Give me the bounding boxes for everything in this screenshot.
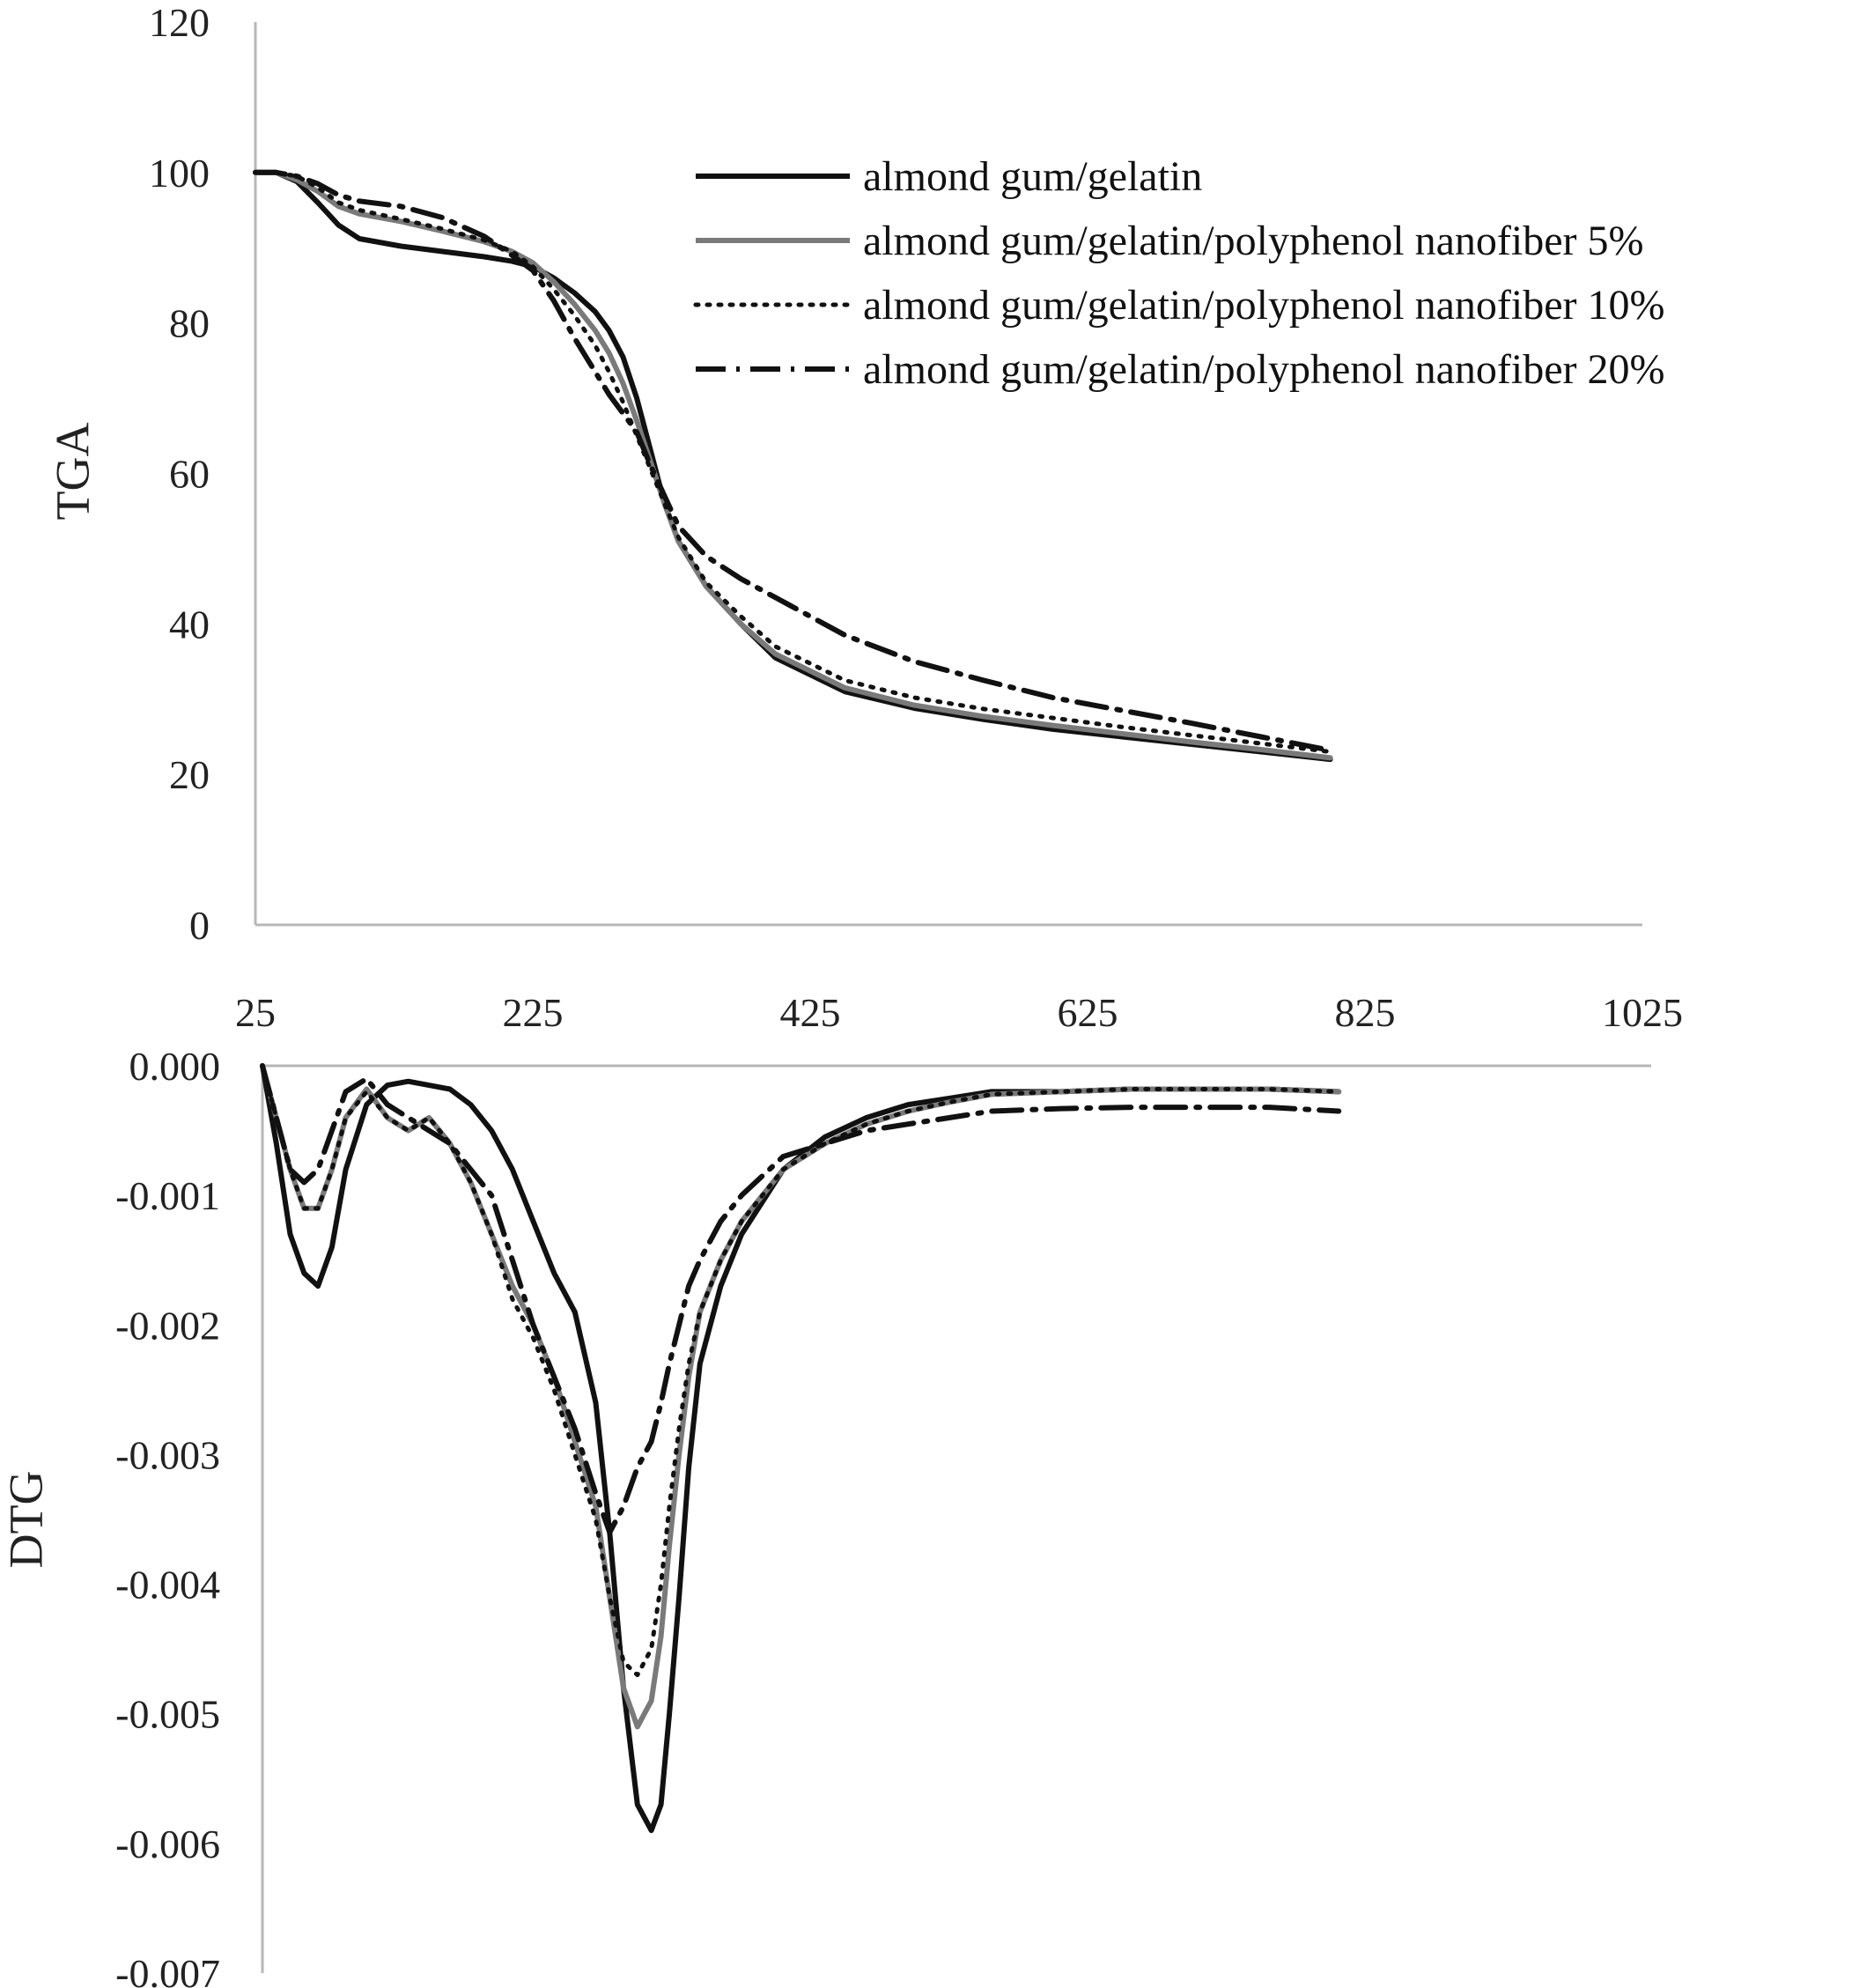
x-tick-label: 225: [503, 990, 564, 1035]
legend-label-series-3: almond gum/gelatin/polyphenol nanofiber …: [863, 282, 1664, 329]
tga-series-almond-gum-gelatin: [253, 169, 1333, 763]
dtg-panel: 0.000 -0.001 -0.002 -0.003 -0.004 -0.005 -0.00…: [0, 1044, 1651, 1988]
dtg-y-tick-label: -0.003: [115, 1432, 220, 1477]
tga-series-group: [253, 169, 1333, 763]
dtg-y-tick-label: -0.007: [115, 1951, 220, 1988]
dtg-series-almond-gum-gelatin-polyphenol-nanofiber-20: [260, 1063, 1342, 1535]
dtg-y-axis-title: DTG: [0, 1471, 52, 1569]
tga-series-almond-gum-gelatin-polyphenol-nanofiber-10: [253, 170, 1333, 754]
x-tick-label: 625: [1058, 990, 1118, 1035]
legend-label-series-2: almond gum/gelatin/polyphenol nanofiber …: [863, 218, 1643, 264]
x-tick-label: 425: [780, 990, 841, 1035]
tga-x-tick-labels: 25 225 425 625 825 1025: [235, 990, 1683, 1035]
dtg-series-almond-gum-gelatin-polyphenol-nanofiber-5: [260, 1063, 1342, 1730]
tga-y-tick-label: 20: [169, 752, 210, 797]
tga-y-tick-label: 0: [189, 903, 210, 948]
dtg-y-tick-label: -0.001: [115, 1173, 220, 1218]
tga-y-tick-label: 40: [169, 602, 210, 647]
x-tick-label: 1025: [1602, 990, 1683, 1035]
dtg-y-tick-label: -0.005: [115, 1692, 220, 1737]
legend-label-series-1: almond gum/gelatin: [863, 153, 1202, 200]
dtg-y-tick-label: -0.004: [115, 1563, 220, 1607]
tga-y-tick-label: 120: [149, 0, 210, 45]
legend: almond gum/gelatin almond gum/gelatin/po…: [693, 153, 1664, 393]
tga-y-tick-label: 60: [169, 452, 210, 497]
dtg-y-tick-label: 0.000: [129, 1044, 221, 1089]
x-tick-label: 25: [235, 990, 276, 1035]
legend-label-series-4: almond gum/gelatin/polyphenol nanofiber …: [863, 346, 1664, 393]
tga-panel: 0 20 40 60 80 100 120 25 225 425 625 825 1025 TGA: [46, 0, 1683, 1035]
tga-series-almond-gum-gelatin-polyphenol-nanofiber-20: [253, 169, 1333, 753]
dtg-y-tick-labels: 0.000 -0.001 -0.002 -0.003 -0.004 -0.005 -0.00…: [115, 1044, 220, 1988]
dtg-series-almond-gum-gelatin: [260, 1063, 1342, 1834]
tga-y-tick-labels: 0 20 40 60 80 100 120: [149, 0, 210, 948]
dtg-y-tick-label: -0.002: [115, 1303, 220, 1348]
tga-y-tick-label: 80: [169, 301, 210, 346]
tga-series-almond-gum-gelatin-polyphenol-nanofiber-5: [253, 169, 1333, 761]
tga-y-tick-label: 100: [149, 151, 210, 196]
dtg-series-almond-gum-gelatin-polyphenol-nanofiber-10: [260, 1063, 1341, 1678]
dtg-series-group: [260, 1063, 1342, 1834]
x-tick-label: 825: [1335, 990, 1396, 1035]
tga-y-axis-title: TGA: [46, 423, 99, 521]
dtg-y-tick-label: -0.006: [115, 1822, 220, 1866]
